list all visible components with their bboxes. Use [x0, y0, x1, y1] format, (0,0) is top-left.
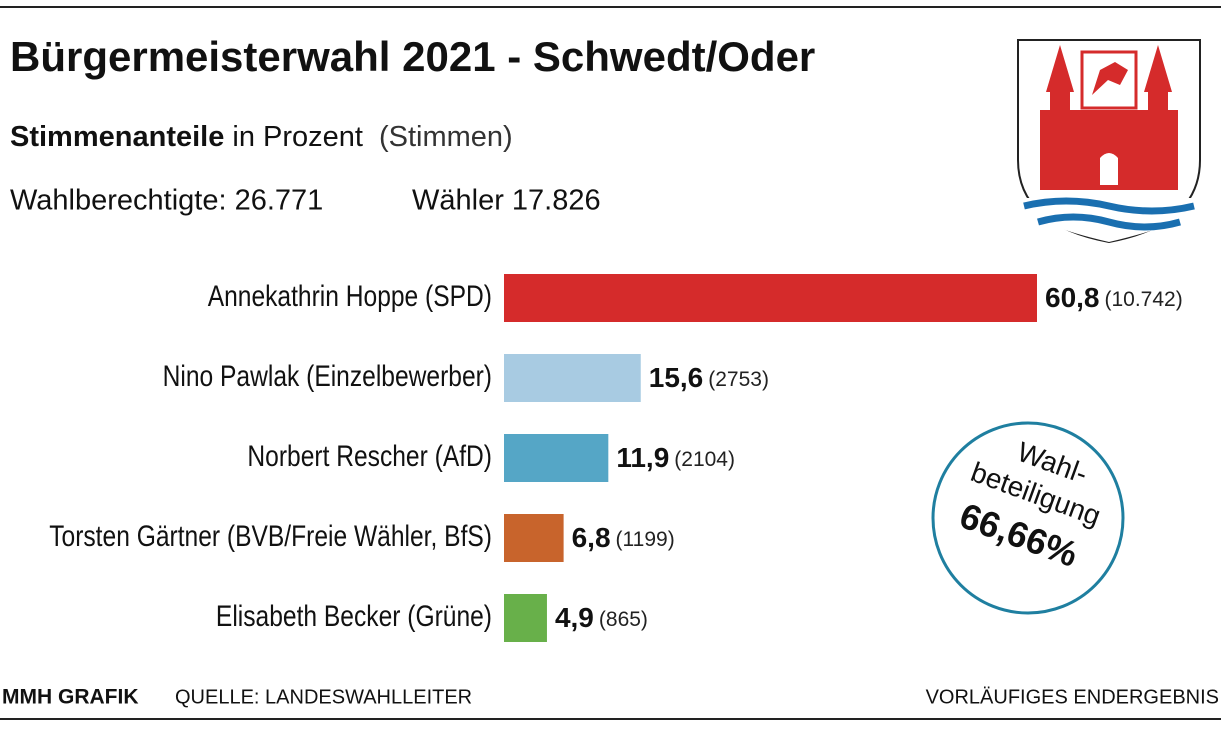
footer-source: QUELLE: LANDESWAHLLEITER [175, 686, 472, 708]
value-label-group: 4,9 (865) [555, 602, 648, 633]
category-label: Elisabeth Becker (Grüne) [216, 599, 492, 633]
bar [504, 354, 641, 402]
value-label-group: 60,8 (10.742) [1045, 282, 1183, 313]
vote-label: (865) [599, 608, 648, 631]
vote-label: (2753) [708, 368, 769, 391]
chart-subtitle: Stimmenanteile in Prozent (Stimmen) [10, 121, 513, 153]
category-label: Nino Pawlak (Einzelbewerber) [163, 359, 492, 393]
value-label-group: 11,9 (2104) [616, 442, 735, 473]
value-label: 6,8 [572, 522, 611, 553]
vote-label: (1199) [616, 528, 675, 551]
vote-label: (10.742) [1105, 288, 1183, 311]
vote-label: (2104) [674, 448, 735, 471]
value-label: 15,6 [649, 362, 704, 393]
turnout-circle [931, 421, 1125, 615]
turnout-badge: Wahl- beteiligung 66,66% [931, 421, 1125, 615]
subtitle: in Prozent [232, 121, 363, 153]
bar [504, 514, 564, 562]
subtitle-bold: Stimmenanteile [10, 121, 224, 153]
electorate: Wahlberechtigte: 26.771 [10, 185, 323, 217]
coat-of-arms [1017, 39, 1201, 244]
footer-note: VORLÄUFIGES ENDERGEBNIS [926, 686, 1219, 708]
category-label: Norbert Rescher (AfD) [247, 439, 492, 473]
value-label-group: 6,8 (1199) [572, 522, 675, 553]
chart-title: Bürgermeisterwahl 2021 - Schwedt/Oder [10, 33, 815, 80]
category-label: Torsten Gärtner (BVB/Freie Wähler, BfS) [49, 519, 492, 553]
footer-brand: MMH GRAFIK [2, 686, 138, 709]
bar [504, 274, 1037, 322]
value-label: 60,8 [1045, 282, 1100, 313]
category-label: Annekathrin Hoppe (SPD) [208, 279, 492, 313]
value-label-group: 15,6 (2753) [649, 362, 769, 393]
voters: Wähler 17.826 [412, 185, 601, 217]
subtitle-note: (Stimmen) [379, 121, 513, 153]
value-label: 11,9 [616, 442, 669, 473]
bar [504, 594, 547, 642]
value-label: 4,9 [555, 602, 594, 633]
bar [504, 434, 609, 482]
